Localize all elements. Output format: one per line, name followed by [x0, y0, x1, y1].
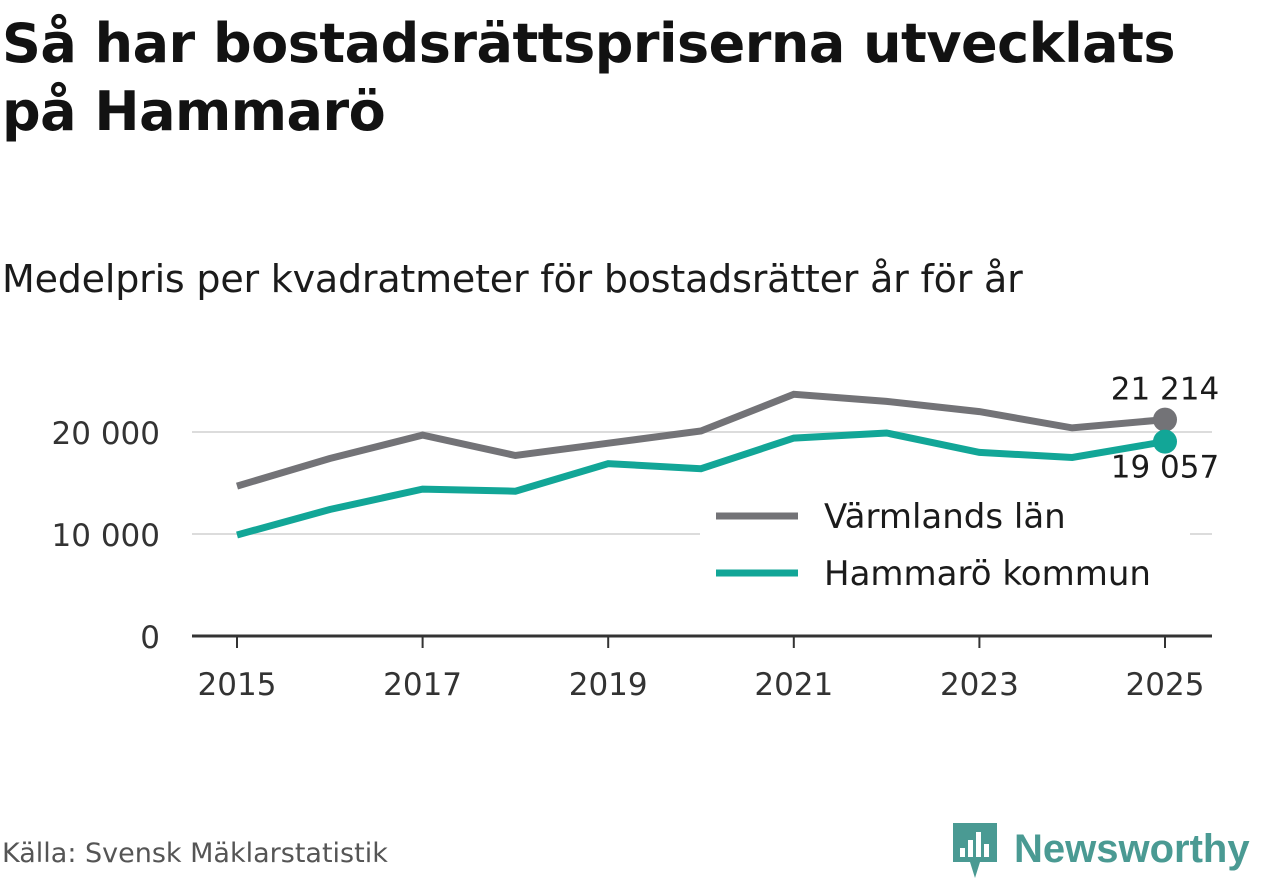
brand-logo: Newsworthy [950, 818, 1250, 880]
x-tick-label: 2025 [1126, 667, 1205, 703]
series-line [236, 390, 1166, 490]
series-end-point [1153, 429, 1177, 454]
brand-name: Newsworthy [1014, 826, 1250, 871]
x-tick-label: 2023 [940, 667, 1019, 703]
chart-title: Så har bostadsrättspriserna utvecklats p… [2, 12, 1176, 143]
x-tick-label: 2019 [569, 667, 648, 703]
chart-subtitle: Medelpris per kvadratmeter för bostadsrä… [2, 257, 1023, 301]
x-tick-label: 2017 [383, 667, 462, 703]
newsworthy-logo-icon [953, 823, 997, 878]
legend-label: Värmlands län [824, 497, 1066, 537]
y-tick-label: 0 [140, 620, 160, 656]
y-tick-label: 10 000 [52, 518, 160, 554]
data-label: 19 057 [1111, 450, 1219, 486]
data-label: 21 214 [1111, 372, 1219, 408]
series-end-point [1153, 407, 1177, 432]
x-tick-label: 2015 [198, 667, 277, 703]
legend-label: Hammarö kommun [824, 554, 1151, 594]
series-line [236, 429, 1166, 539]
y-tick-label: 20 000 [52, 416, 160, 452]
x-tick-label: 2021 [754, 667, 833, 703]
source-note: Källa: Svensk Mäklarstatistik [2, 838, 388, 869]
legend-background [700, 488, 1190, 604]
